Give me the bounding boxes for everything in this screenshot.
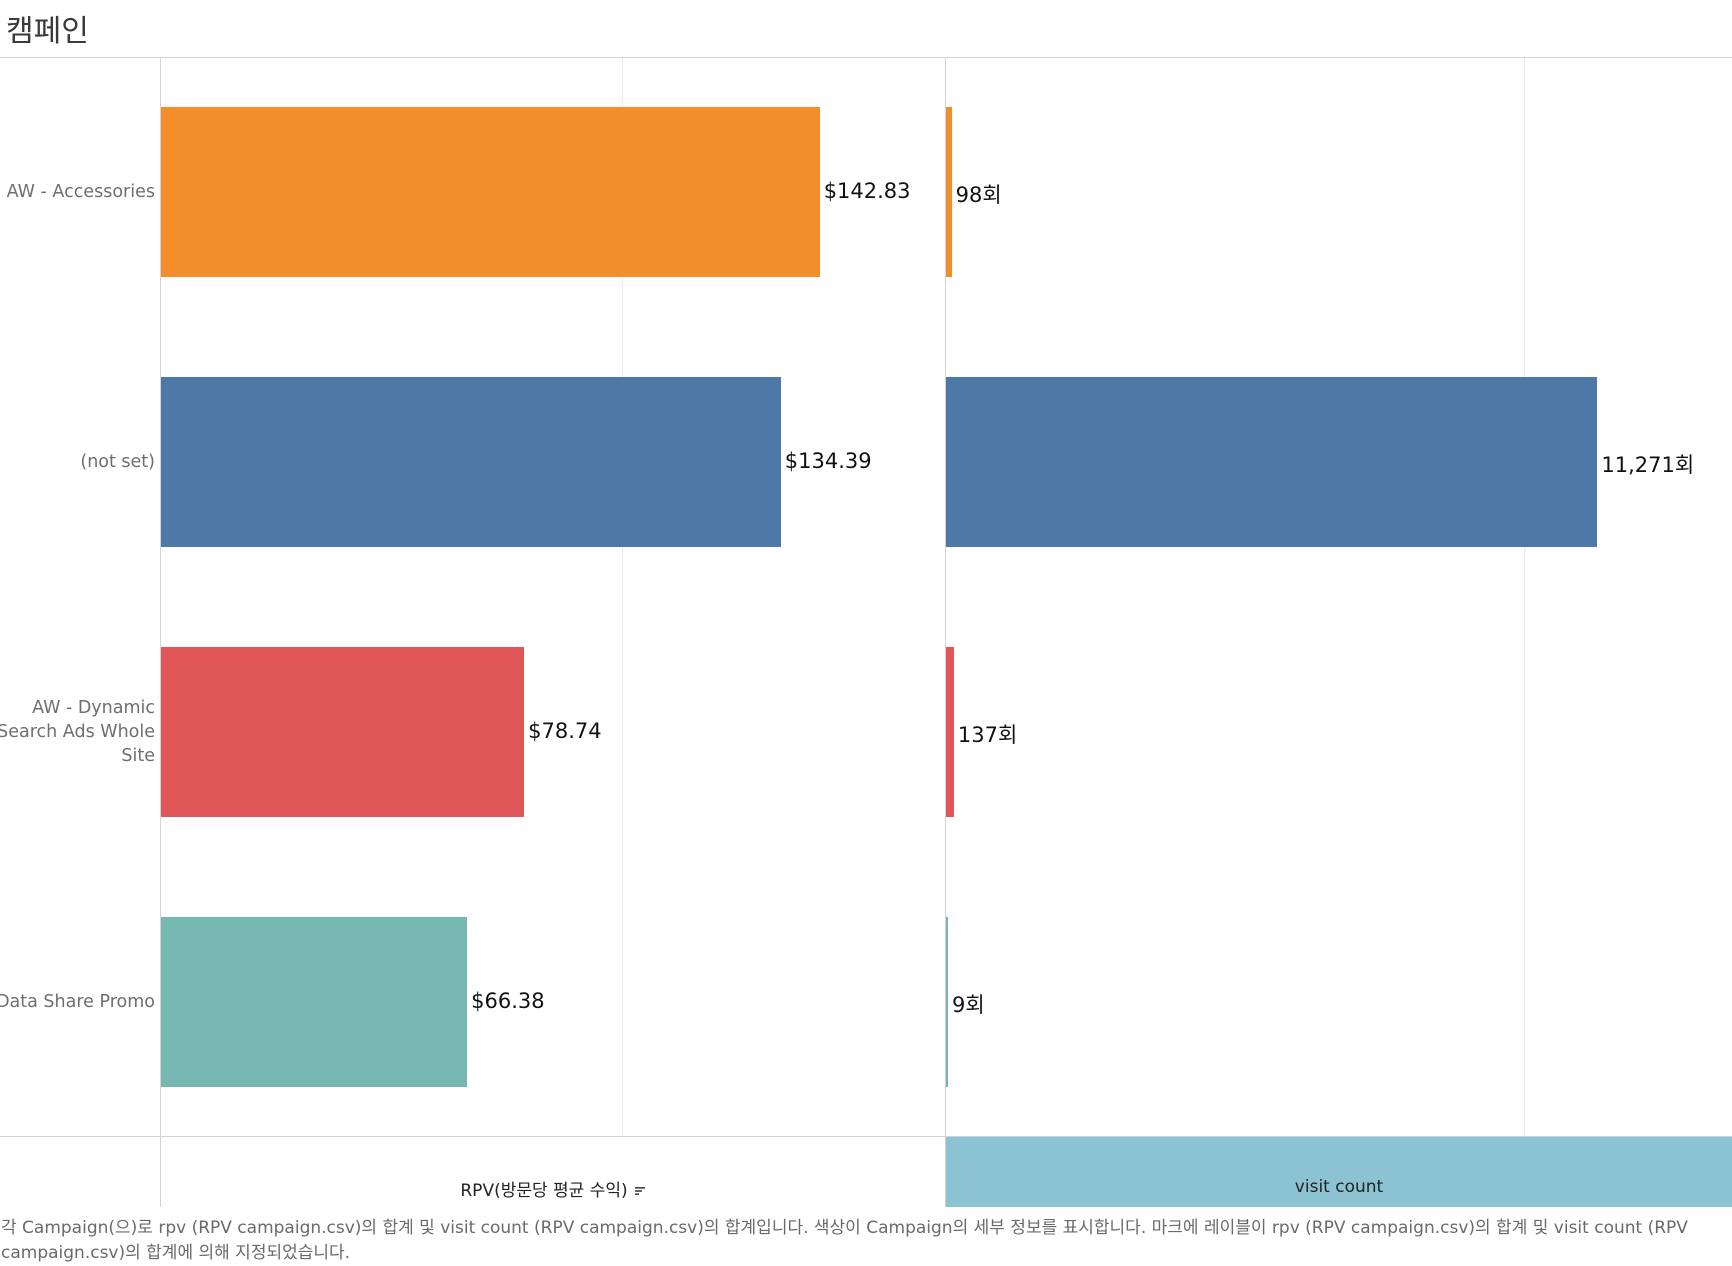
axis-divider	[0, 1136, 1732, 1137]
bar-visit-count[interactable]	[946, 377, 1598, 547]
category-label[interactable]: AW - Accessories	[6, 182, 155, 202]
data-label: $142.83	[823, 179, 911, 203]
bar-visit-count[interactable]	[946, 647, 954, 817]
header-divider	[0, 57, 1732, 58]
data-label: $78.74	[528, 719, 602, 743]
rpv-axis-title[interactable]: RPV(방문당 평균 수익)	[161, 1176, 945, 1201]
gridline	[622, 58, 624, 1136]
bar-visit-count[interactable]	[946, 917, 948, 1087]
chart-title: 캠페인	[6, 14, 89, 49]
data-label: 98회	[955, 183, 1002, 207]
data-label: $66.38	[471, 989, 545, 1013]
bar-visit-count[interactable]	[946, 107, 952, 277]
visit-axis-title: visit count	[1294, 1177, 1384, 1197]
rpv-axis-label: RPV(방문당 평균 수익)	[460, 1181, 628, 1201]
sort-descending-icon[interactable]	[634, 1185, 646, 1197]
category-axis-line	[160, 57, 161, 1207]
category-label[interactable]: Data Share Promo	[0, 992, 155, 1012]
gridline	[1523, 58, 1525, 1136]
bar-rpv[interactable]	[161, 377, 781, 547]
pane-divider	[945, 57, 946, 1207]
bar-rpv[interactable]	[161, 917, 468, 1087]
bar-rpv[interactable]	[161, 647, 525, 817]
category-label[interactable]: AW - Dynamic Search Ads Whole Site	[0, 698, 155, 766]
data-label: 11,271회	[1601, 453, 1695, 477]
bar-rpv[interactable]	[161, 107, 820, 277]
visit-count-header[interactable]	[946, 1137, 1732, 1207]
data-label: $134.39	[784, 449, 872, 473]
category-label[interactable]: (not set)	[80, 452, 155, 472]
chart-caption: 각 Campaign(으)로 rpv (RPV campaign.csv)의 합…	[1, 1218, 1688, 1263]
data-label: 9회	[952, 993, 985, 1017]
data-label: 137회	[957, 723, 1018, 747]
